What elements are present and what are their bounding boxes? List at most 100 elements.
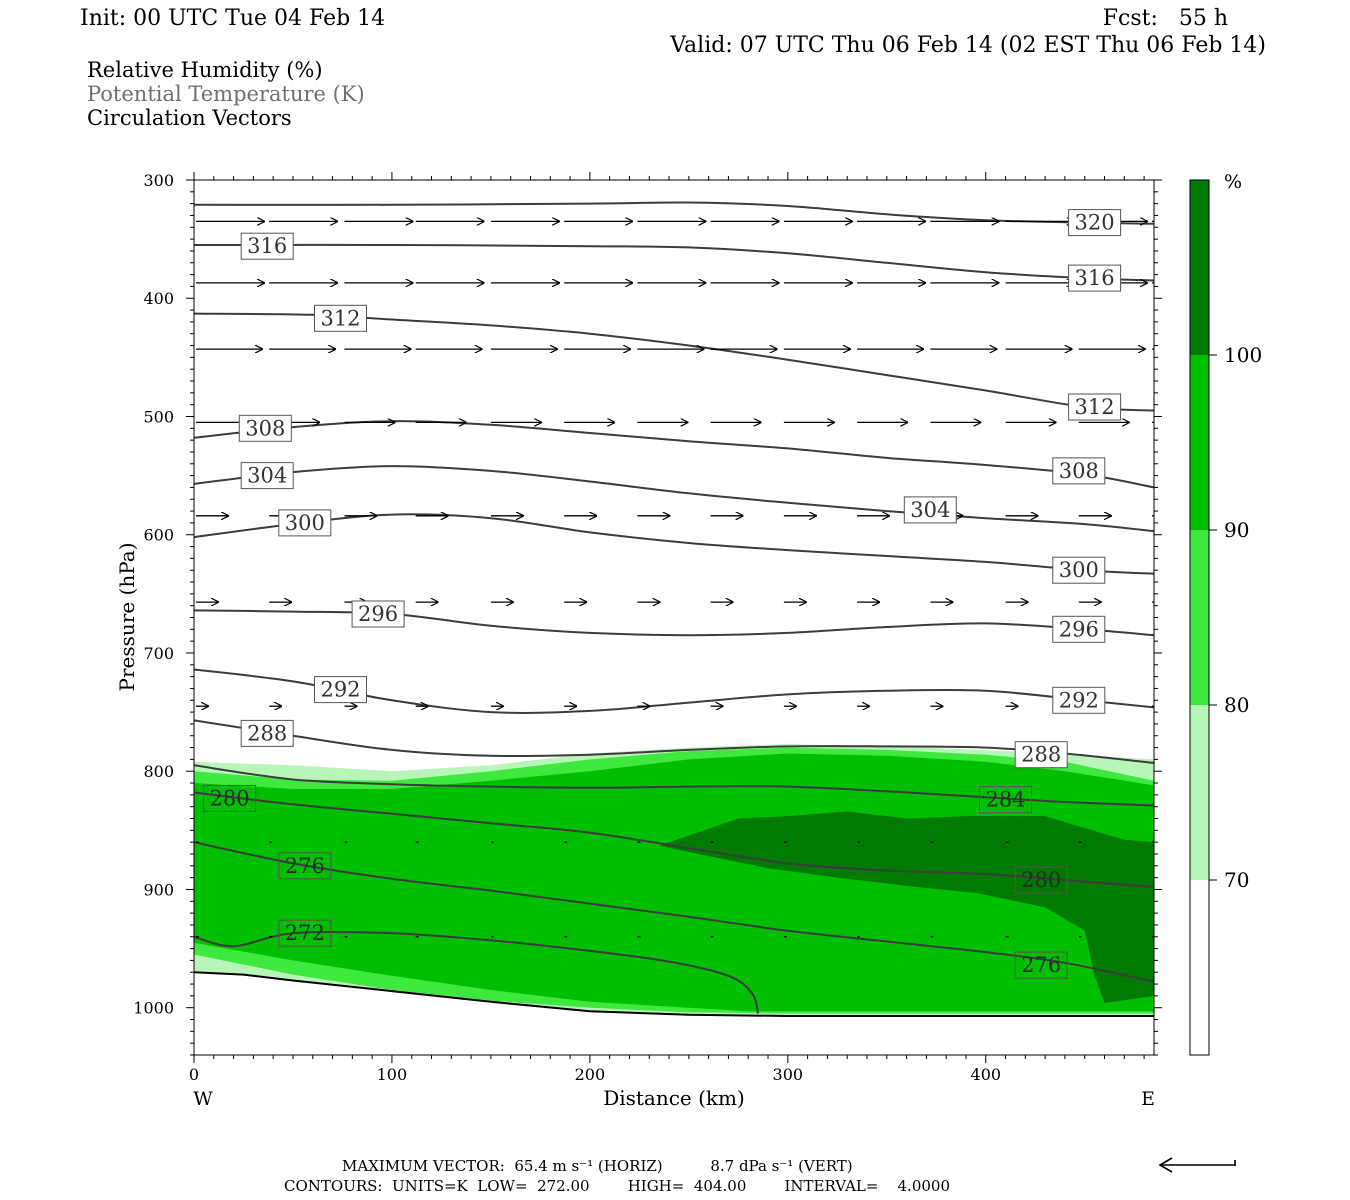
x-tick-label-200: 200 <box>575 1065 606 1084</box>
theta-label-box-300-1 <box>1052 556 1106 584</box>
max-vector-info: MAXIMUM VECTOR: 65.4 m s⁻¹ (HORIZ) 8.7 d… <box>342 1157 853 1175</box>
theta-label-304-1: 304 <box>910 498 950 522</box>
y-tick-label-400: 400 <box>143 289 174 308</box>
x-tick-label-0: 0 <box>189 1065 199 1084</box>
theta-label-box-316-1 <box>1068 264 1122 292</box>
theta-label-box-296-1 <box>1052 615 1106 643</box>
theta-contour-284 <box>194 764 1154 807</box>
theta-contour-316 <box>194 243 1154 282</box>
field-vectors-label: Circulation Vectors <box>87 106 292 130</box>
theta-contour-272 <box>194 930 760 1014</box>
theta-label-box-296-0 <box>351 600 405 628</box>
axis-ticks: 300 400 500 600 700 800 900 1000 0 100 200 300 400 <box>133 171 1162 1084</box>
colorbar: % 70 80 90 100 <box>1189 171 1262 1056</box>
theta-label-284-0: 284 <box>985 788 1025 812</box>
colorbar-label-100: 100 <box>1224 343 1262 367</box>
theta-label-box-292-0 <box>314 676 367 704</box>
circulation-vector-layer <box>196 221 1154 938</box>
colorbar-70-80 <box>1190 705 1209 880</box>
theta-label-292-0: 292 <box>320 678 360 702</box>
y-tick-label-900: 900 <box>143 881 174 900</box>
theta-label-296-0: 296 <box>358 602 398 626</box>
field-theta-label: Potential Temperature (K) <box>87 82 365 106</box>
colorbar-90-100 <box>1190 355 1209 530</box>
theta-label-272-0: 272 <box>285 921 325 945</box>
theta-label-box-292-1 <box>1052 686 1106 714</box>
theta-label-308-0: 308 <box>245 416 285 440</box>
theta-label-box-272-0 <box>278 919 332 947</box>
x-tick-label-300: 300 <box>773 1065 804 1084</box>
theta-label-288-0: 288 <box>247 721 287 745</box>
theta-label-308-1: 308 <box>1059 459 1099 483</box>
y-tick-label-700: 700 <box>143 644 174 663</box>
theta-contour-312 <box>194 312 1154 412</box>
colorbar-label-70: 70 <box>1224 868 1249 892</box>
theta-label-276-0: 276 <box>285 854 325 878</box>
theta-label-box-308-1 <box>1052 457 1106 485</box>
colorbar-100-plus <box>1190 180 1209 355</box>
theta-label-292-1: 292 <box>1059 688 1099 712</box>
x-right-end-label: E <box>1141 1088 1155 1110</box>
theta-label-276-1: 276 <box>1021 953 1061 977</box>
theta-label-300-1: 300 <box>1059 558 1099 582</box>
colorbar-below-70 <box>1190 880 1209 1055</box>
theta-label-box-304-0 <box>240 462 294 490</box>
theta-contour-304 <box>194 465 1154 533</box>
y-tick-label-600: 600 <box>143 526 174 545</box>
theta-label-316-0: 316 <box>247 234 287 258</box>
theta-label-312-1: 312 <box>1075 395 1115 419</box>
colorbar-frame <box>1189 179 1210 1056</box>
colorbar-unit: % <box>1224 171 1242 193</box>
x-left-end-label: W <box>193 1088 213 1110</box>
theta-label-box-312-1 <box>1068 393 1122 421</box>
x-axis-title: Distance (km) <box>603 1086 745 1110</box>
y-tick-label-1000: 1000 <box>133 999 174 1018</box>
theta-label-312-0: 312 <box>320 306 360 330</box>
theta-label-box-280-0 <box>203 784 257 812</box>
theta-label-box-280-1 <box>1014 866 1068 894</box>
theta-label-320-0: 320 <box>1075 211 1115 235</box>
y-axis-title: Pressure (hPa) <box>115 543 139 692</box>
field-rh-label: Relative Humidity (%) <box>87 58 323 82</box>
theta-contour-280 <box>194 791 1154 889</box>
theta-label-280-1: 280 <box>1021 868 1061 892</box>
x-tick-label-100: 100 <box>377 1065 408 1084</box>
x-tick-label-400: 400 <box>971 1065 1002 1084</box>
theta-label-box-320-0 <box>1068 209 1122 237</box>
theta-label-box-276-1 <box>1014 951 1068 979</box>
y-tick-label-800: 800 <box>143 762 174 781</box>
forecast-hour: Fcst: 55 h <box>1103 6 1228 31</box>
colorbar-label-80: 80 <box>1224 693 1249 717</box>
init-time: Init: 00 UTC Tue 04 Feb 14 <box>80 6 385 31</box>
theta-label-304-0: 304 <box>247 464 287 488</box>
theta-label-box-316-0 <box>240 232 294 260</box>
y-tick-label-300: 300 <box>143 171 174 190</box>
reference-vector <box>1158 1157 1236 1173</box>
theta-label-box-300-0 <box>278 509 332 537</box>
theta-label-box-284-0 <box>979 786 1032 814</box>
theta-label-300-0: 300 <box>285 511 325 535</box>
theta-label-box-304-1 <box>903 496 957 524</box>
theta-label-box-312-0 <box>314 304 367 332</box>
ground-surface-line <box>194 971 1154 1017</box>
contour-info: CONTOURS: UNITS=K LOW= 272.00 HIGH= 404.… <box>284 1177 950 1195</box>
theta-label-288-1: 288 <box>1021 743 1061 767</box>
y-tick-label-500: 500 <box>143 408 174 427</box>
theta-label-layer: 320 316 316 312 312 308 308 304 304 300 300 296 296 2… <box>203 209 1122 979</box>
reference-vector-head <box>1158 1157 1173 1173</box>
theta-contour-276 <box>194 841 1154 983</box>
rh-region-ge100 <box>659 811 1154 1003</box>
plot-area: 320 316 316 312 312 308 308 304 304 300 300 296 296 2… <box>133 171 1162 1084</box>
colorbar-80-90 <box>1190 530 1209 705</box>
theta-label-280-0: 280 <box>210 786 250 810</box>
ground-layer <box>194 971 1154 1017</box>
theta-label-box-288-1 <box>1014 741 1068 769</box>
colorbar-label-90: 90 <box>1224 518 1249 542</box>
theta-contour-288 <box>194 719 1154 764</box>
rh-shading-layer <box>194 744 1154 1016</box>
valid-time: Valid: 07 UTC Thu 06 Feb 14 (02 EST Thu … <box>669 33 1266 58</box>
theta-label-box-308-0 <box>238 414 292 442</box>
theta-label-box-288-0 <box>240 719 294 747</box>
theta-label-296-1: 296 <box>1059 617 1099 641</box>
